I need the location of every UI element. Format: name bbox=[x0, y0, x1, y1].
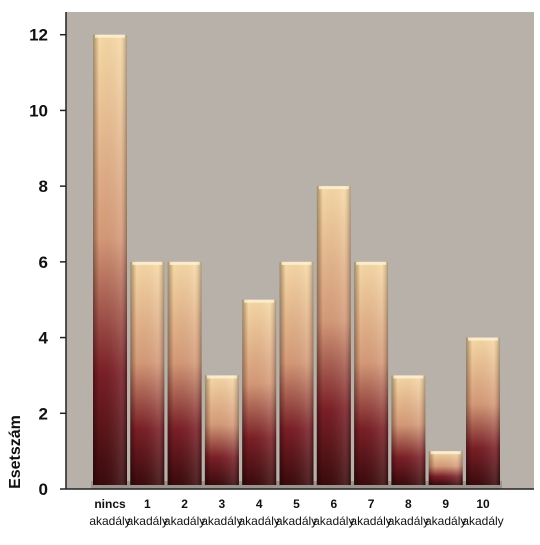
bar-cap-1 bbox=[132, 261, 163, 265]
x-tick-sublabel-3: akadály bbox=[201, 514, 242, 528]
bar-shade-1 bbox=[130, 261, 165, 485]
bar-shade-6 bbox=[316, 186, 351, 485]
y-tick-label-2: 4 bbox=[39, 329, 49, 348]
bar-shade-2 bbox=[167, 261, 202, 485]
x-tick-label-10: 10 bbox=[476, 497, 490, 511]
x-tick-label-2: 2 bbox=[181, 497, 188, 511]
y-tick-label-5: 10 bbox=[29, 101, 48, 120]
y-tick-label-0: 0 bbox=[39, 480, 48, 499]
y-axis-label: Esetszám bbox=[7, 415, 24, 489]
bar-shade-9 bbox=[428, 451, 463, 485]
bar-cap-6 bbox=[318, 186, 349, 190]
x-tick-sublabel-1: akadály bbox=[127, 514, 168, 528]
y-tick-label-3: 6 bbox=[39, 253, 48, 272]
x-tick-sublabel-4: akadály bbox=[239, 514, 280, 528]
bar-cap-0 bbox=[95, 34, 125, 38]
bar-shade-4 bbox=[242, 299, 277, 485]
bar-shade-5 bbox=[279, 261, 314, 485]
bar-shade-8 bbox=[391, 375, 426, 485]
x-tick-label-5: 5 bbox=[293, 497, 300, 511]
x-tick-label-6: 6 bbox=[330, 497, 337, 511]
x-tick-label-1: 1 bbox=[144, 497, 151, 511]
bar-cap-10 bbox=[468, 337, 498, 341]
bar-cap-3 bbox=[206, 375, 237, 379]
y-tick-label-4: 8 bbox=[39, 177, 48, 196]
bar-shade-3 bbox=[204, 375, 239, 485]
x-tick-sublabel-8: akadály bbox=[388, 514, 429, 528]
bar-cap-2 bbox=[169, 261, 200, 265]
bar-shade-0 bbox=[93, 34, 127, 485]
x-tick-sublabel-10: akadály bbox=[462, 514, 503, 528]
x-tick-label-8: 8 bbox=[405, 497, 412, 511]
x-tick-labels: nincsakadály1akadály2akadály3akadály4aka… bbox=[89, 497, 503, 528]
bar-cap-8 bbox=[393, 375, 424, 379]
x-tick-sublabel-7: akadály bbox=[350, 514, 391, 528]
x-tick-sublabel-0: akadály bbox=[89, 514, 130, 528]
y-tick-label-1: 2 bbox=[39, 404, 48, 423]
x-tick-label-9: 9 bbox=[442, 497, 449, 511]
x-tick-sublabel-2: akadály bbox=[164, 514, 205, 528]
y-tick-label-6: 12 bbox=[29, 26, 48, 45]
bar-shade-10 bbox=[466, 337, 500, 485]
bar-cap-7 bbox=[356, 261, 387, 265]
x-tick-label-0: nincs bbox=[94, 497, 126, 511]
axes-group bbox=[60, 12, 534, 490]
bar-cap-4 bbox=[244, 299, 275, 303]
bar-cap-5 bbox=[281, 261, 312, 265]
x-tick-sublabel-6: akadály bbox=[313, 514, 354, 528]
x-tick-sublabel-9: akadály bbox=[425, 514, 466, 528]
bars-group bbox=[91, 34, 502, 489]
bar-shade-7 bbox=[354, 261, 389, 485]
x-tick-label-3: 3 bbox=[219, 497, 226, 511]
y-tick-labels: 0 2 4 6 8 10 12 bbox=[29, 26, 48, 499]
bar-cap-9 bbox=[430, 451, 461, 455]
x-tick-label-7: 7 bbox=[368, 497, 375, 511]
x-tick-sublabel-5: akadály bbox=[276, 514, 317, 528]
x-tick-label-4: 4 bbox=[256, 497, 263, 511]
